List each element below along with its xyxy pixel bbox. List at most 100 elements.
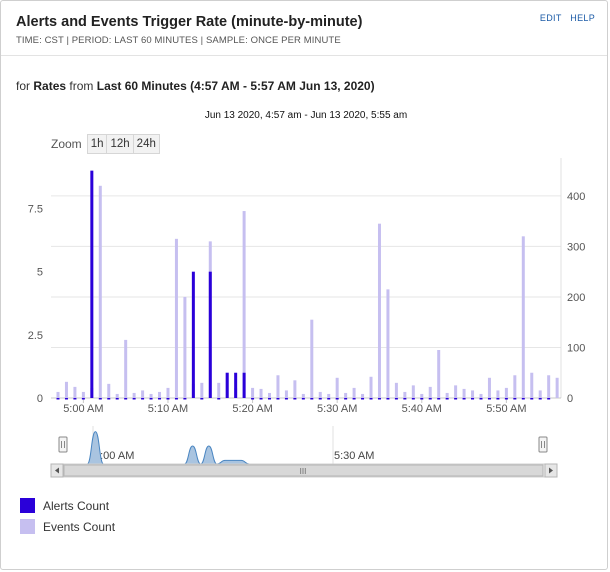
alerts-series: [56, 170, 551, 400]
rates-prefix: for: [16, 79, 31, 93]
events-bar: [174, 238, 178, 398]
events-bar: [445, 392, 449, 398]
left-axis-tick-label: 5: [37, 267, 43, 279]
right-axis-tick-label: 100: [567, 342, 585, 354]
help-link[interactable]: HELP: [570, 13, 595, 23]
events-bar: [251, 387, 255, 398]
events-bar: [81, 391, 85, 398]
events-bar: [428, 386, 432, 398]
alerts-bar: [191, 271, 195, 398]
alerts-bar: [445, 398, 449, 400]
events-bar: [217, 382, 221, 398]
events-bar: [504, 387, 508, 398]
alerts-bar: [454, 398, 458, 400]
events-bar: [394, 382, 398, 398]
legend-label-alerts: Alerts Count: [43, 498, 110, 513]
events-bar: [158, 391, 162, 398]
navigator-left-handle[interactable]: [58, 436, 68, 453]
alerts-bar: [268, 398, 271, 400]
chart-range-caption: Jun 13 2020, 4:57 am - Jun 13 2020, 5:55…: [204, 110, 408, 121]
events-bar: [335, 377, 339, 398]
rate-chart: 0 2.5 5 7.5 0 100 200 300 400 5:00 AM 5:10 AM 5:2…: [28, 158, 585, 478]
alerts-bar: [183, 398, 187, 400]
navigator-label: 5:30 AM: [334, 450, 374, 462]
events-bar: [276, 375, 280, 398]
alerts-bar: [115, 398, 119, 400]
alerts-bar: [496, 398, 500, 400]
alerts-bar: [538, 398, 542, 400]
events-bar: [132, 392, 136, 398]
events-bar: [487, 377, 491, 398]
legend-label-events: Events Count: [43, 519, 116, 534]
alerts-bar: [259, 398, 263, 400]
scroll-left-arrow-icon: [55, 467, 59, 474]
events-bar: [73, 386, 77, 398]
alerts-bar: [420, 398, 424, 400]
scrollbar-grip: III: [300, 467, 307, 476]
alerts-bar: [225, 372, 229, 398]
events-bar: [344, 392, 348, 398]
alerts-bar: [411, 398, 415, 400]
alerts-bar: [521, 398, 525, 400]
zoom-label: Zoom: [51, 137, 82, 151]
alerts-bar: [479, 398, 483, 400]
scrollbar-thumb[interactable]: [63, 464, 544, 477]
left-y-axis: 0 2.5 5 7.5: [28, 204, 43, 405]
alerts-bar: [158, 398, 162, 400]
alerts-bar: [403, 398, 407, 400]
legend-item-alerts[interactable]: Alerts Count: [20, 498, 109, 513]
zoom-24h-button[interactable]: 24h: [132, 134, 160, 154]
alerts-bar: [200, 398, 204, 400]
events-bar: [352, 387, 356, 398]
alerts-bar: [174, 398, 178, 400]
zoom-control: Zoom 1h 12h 24h: [51, 134, 160, 154]
right-axis-tick-label: 200: [567, 292, 585, 304]
events-bar: [369, 376, 373, 398]
events-bar: [377, 223, 381, 398]
scroll-right-arrow-icon: [549, 467, 553, 474]
events-bar: [293, 380, 297, 398]
alerts-bar: [352, 398, 356, 400]
alerts-bar: [98, 398, 102, 400]
alerts-bar: [462, 398, 466, 400]
events-bar: [149, 393, 153, 398]
alerts-bar: [284, 398, 288, 400]
alerts-bar: [90, 170, 94, 398]
events-bar: [513, 375, 517, 398]
navigator-right-handle[interactable]: [538, 436, 548, 453]
events-bar: [310, 319, 314, 398]
events-bar: [471, 390, 475, 398]
alerts-bar: [361, 398, 365, 400]
events-bar: [318, 391, 322, 398]
alerts-bar: [301, 398, 305, 400]
chart-grid: [51, 158, 562, 398]
rates-strong-rates: Rates: [33, 79, 67, 93]
x-axis: 5:00 AM 5:10 AM 5:20 AM 5:30 AM 5:40 AM 5:50 …: [51, 397, 561, 415]
alerts-bar: [124, 398, 128, 400]
edit-link[interactable]: EDIT: [539, 13, 562, 23]
alerts-bar: [471, 398, 475, 400]
events-bar: [124, 339, 128, 398]
right-axis-tick-label: 0: [567, 393, 573, 405]
events-bar: [56, 391, 60, 398]
right-y-axis: 0 100 200 300 400: [567, 191, 585, 405]
events-bar: [107, 383, 111, 398]
alerts-bar: [73, 398, 77, 400]
alerts-bar: [242, 372, 246, 398]
widget-title: Alerts and Events Trigger Rate (minute-b…: [16, 14, 363, 30]
events-bar: [284, 390, 288, 398]
rates-strong-period: Last 60 Minutes (4:57 AM - 5:57 AM Jun 1…: [96, 79, 375, 93]
events-bar: [242, 211, 246, 398]
legend-item-events[interactable]: Events Count: [20, 519, 115, 534]
right-axis-tick-label: 300: [567, 241, 585, 253]
events-series: [56, 185, 559, 398]
header-links: EDIT HELP: [534, 13, 595, 23]
events-bar: [538, 390, 542, 398]
events-bar: [327, 393, 331, 398]
zoom-12h-button[interactable]: 12h: [106, 134, 134, 154]
events-bar: [496, 390, 500, 398]
alerts-bar: [327, 398, 331, 400]
alerts-bar: [386, 398, 390, 400]
alerts-bar: [394, 398, 398, 400]
